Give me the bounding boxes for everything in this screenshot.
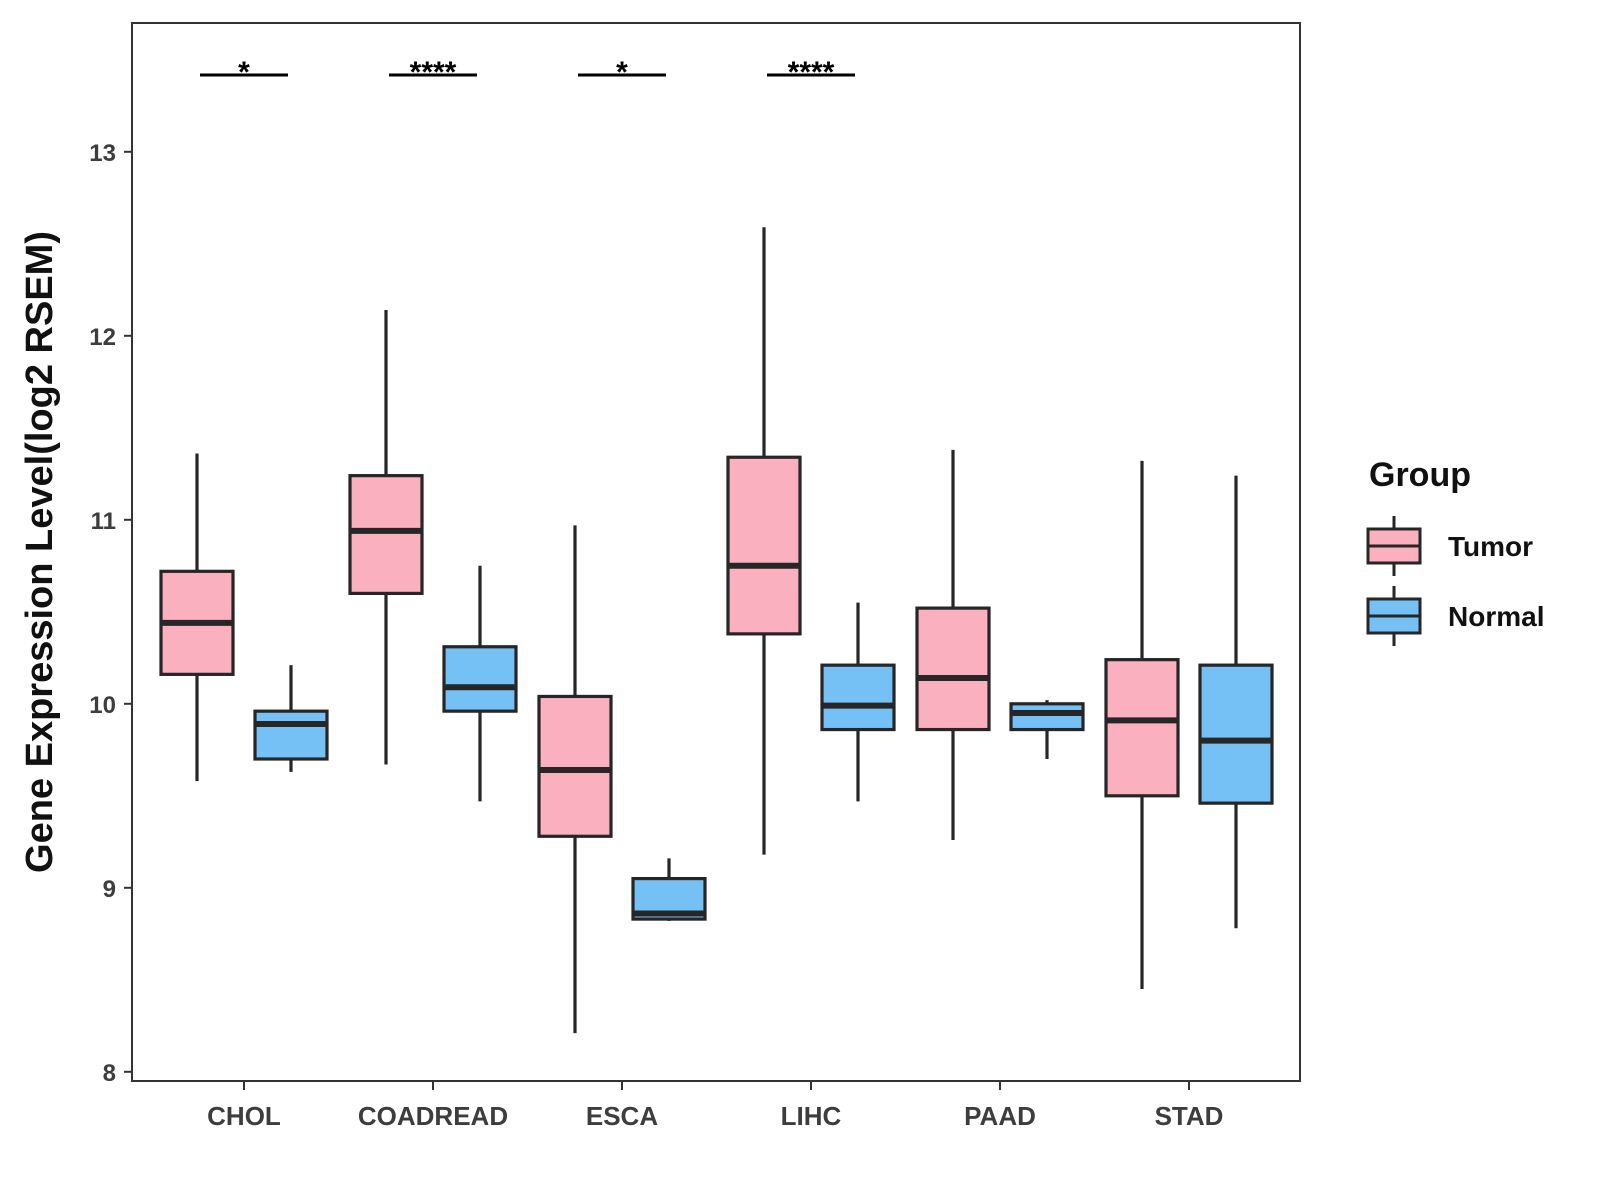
legend-label-tumor: Tumor	[1448, 531, 1533, 562]
x-tick-label-coadread: COADREAD	[358, 1101, 508, 1131]
sig-label-esca: *	[616, 56, 628, 89]
box-body-esca-tumor	[537, 694, 613, 838]
x-axis: CHOL COADREAD ESCA LIHC PAAD STAD	[207, 1081, 1223, 1131]
boxes-layer	[159, 227, 1274, 1034]
box-body-chol-normal	[253, 709, 329, 761]
box-stad-normal	[1198, 475, 1274, 929]
box-lihc-tumor	[726, 227, 802, 855]
box-body-stad-tumor	[1104, 658, 1180, 798]
box-body-stad-normal	[1198, 663, 1274, 805]
legend: Group Tumor Normal	[1366, 456, 1544, 646]
x-tick-label-lihc: LIHC	[781, 1101, 842, 1131]
sig-label-lihc: ****	[788, 56, 835, 89]
box-coadread-normal	[442, 565, 518, 802]
box-coadread-tumor	[348, 310, 424, 765]
legend-title: Group	[1369, 456, 1471, 494]
y-axis-title: Gene Expression Level(log2 RSEM)	[19, 231, 61, 873]
x-tick-label-paad: PAAD	[964, 1101, 1036, 1131]
box-stad-tumor	[1104, 460, 1180, 989]
box-body-coadread-tumor	[348, 474, 424, 596]
legend-item-normal: Normal	[1366, 586, 1544, 646]
box-chol-tumor	[159, 453, 235, 782]
x-tick-label-stad: STAD	[1155, 1101, 1224, 1131]
box-lihc-normal	[820, 602, 896, 802]
box-body-lihc-normal	[820, 663, 896, 732]
box-chol-normal	[253, 665, 329, 772]
plot-panel	[131, 22, 1301, 1082]
box-esca-normal	[631, 858, 707, 921]
box-paad-normal	[1009, 700, 1085, 759]
y-tick-label-9: 9	[103, 876, 116, 903]
y-tick-label-8: 8	[103, 1060, 116, 1087]
box-body-paad-tumor	[915, 606, 991, 732]
legend-item-tumor: Tumor	[1366, 516, 1533, 576]
box-body-coadread-normal	[442, 645, 518, 713]
y-tick-label-11: 11	[91, 508, 116, 535]
y-tick-label-13: 13	[89, 140, 116, 167]
box-body-paad-normal	[1009, 702, 1085, 732]
box-body-lihc-tumor	[726, 455, 802, 636]
y-tick-label-10: 10	[89, 692, 116, 719]
x-tick-label-chol: CHOL	[207, 1101, 281, 1131]
x-tick-label-esca: ESCA	[586, 1101, 658, 1131]
sig-label-coadread: ****	[410, 56, 457, 89]
legend-label-normal: Normal	[1448, 601, 1544, 632]
sig-label-chol: *	[238, 56, 250, 89]
y-axis: 8 9 10 11 12 13	[89, 140, 132, 1087]
y-tick-label-12: 12	[89, 324, 116, 351]
box-paad-tumor	[915, 449, 991, 840]
significance-layer: * **** * ****	[200, 56, 855, 89]
box-esca-tumor	[537, 525, 613, 1034]
